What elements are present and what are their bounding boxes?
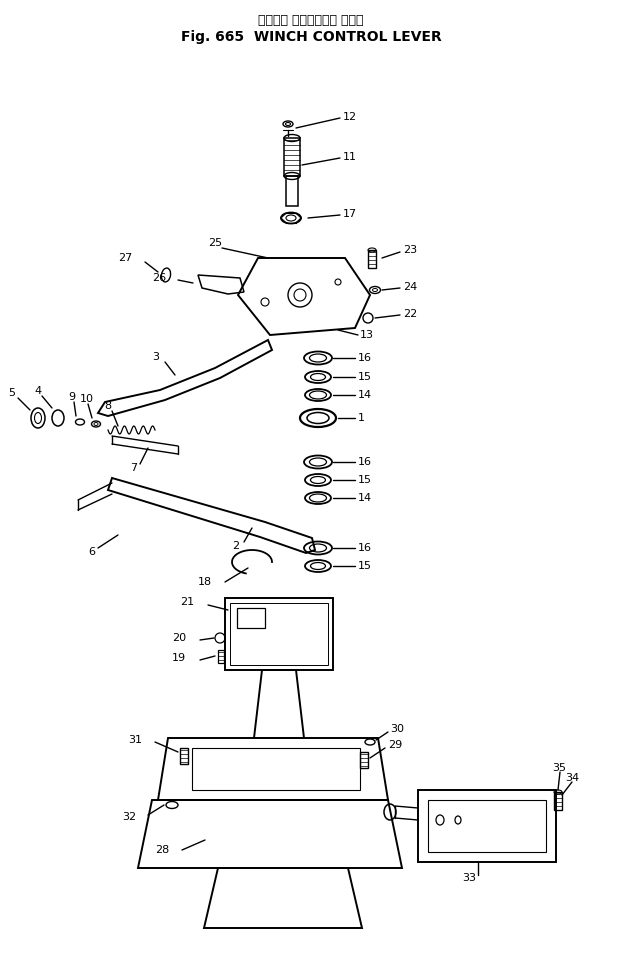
- Text: 26: 26: [152, 273, 166, 283]
- Text: 21: 21: [180, 597, 194, 607]
- Text: 6: 6: [88, 547, 95, 557]
- Text: 3: 3: [152, 352, 159, 362]
- Text: 22: 22: [403, 309, 417, 319]
- Text: 19: 19: [172, 653, 186, 663]
- Text: 16: 16: [358, 457, 372, 467]
- Text: 8: 8: [104, 401, 111, 411]
- Text: ウィンチ コントロール レバー: ウィンチ コントロール レバー: [259, 14, 364, 27]
- Text: 25: 25: [208, 238, 222, 248]
- Text: 24: 24: [403, 282, 417, 292]
- Text: 7: 7: [130, 463, 137, 473]
- Bar: [360, 752, 368, 768]
- Bar: [428, 800, 546, 852]
- Text: 27: 27: [118, 253, 132, 263]
- Bar: [368, 250, 376, 268]
- Text: 16: 16: [358, 353, 372, 363]
- Text: 14: 14: [358, 493, 372, 503]
- Text: 2: 2: [232, 541, 239, 551]
- Text: 11: 11: [343, 152, 357, 162]
- Text: Fig. 665  WINCH CONTROL LEVER: Fig. 665 WINCH CONTROL LEVER: [181, 30, 441, 44]
- Text: 1: 1: [358, 413, 365, 423]
- Text: 28: 28: [155, 845, 169, 855]
- Bar: [554, 792, 562, 810]
- Text: 30: 30: [390, 724, 404, 734]
- Text: 17: 17: [343, 209, 357, 219]
- Text: 20: 20: [172, 633, 186, 643]
- Text: 29: 29: [388, 740, 402, 750]
- Bar: [237, 608, 265, 628]
- Text: 12: 12: [343, 112, 357, 122]
- Bar: [284, 138, 300, 176]
- Text: 35: 35: [552, 763, 566, 773]
- Bar: [418, 790, 556, 862]
- Text: 31: 31: [128, 735, 142, 745]
- Bar: [230, 603, 328, 665]
- Text: 15: 15: [358, 475, 372, 485]
- Text: 14: 14: [358, 390, 372, 400]
- Text: 23: 23: [403, 245, 417, 255]
- Text: 32: 32: [122, 812, 136, 822]
- Bar: [218, 650, 224, 663]
- Text: 13: 13: [360, 330, 374, 340]
- Bar: [180, 748, 188, 764]
- Text: 9: 9: [68, 392, 75, 402]
- Text: 5: 5: [8, 388, 15, 398]
- Bar: [286, 176, 298, 206]
- Bar: [225, 598, 333, 670]
- Text: 33: 33: [462, 873, 476, 883]
- Bar: [192, 748, 360, 790]
- Text: 18: 18: [198, 577, 212, 587]
- Text: 4: 4: [34, 386, 41, 396]
- Text: 15: 15: [358, 372, 372, 382]
- Text: 34: 34: [565, 773, 579, 783]
- Text: 15: 15: [358, 561, 372, 571]
- Text: 10: 10: [80, 394, 94, 404]
- Text: 16: 16: [358, 543, 372, 553]
